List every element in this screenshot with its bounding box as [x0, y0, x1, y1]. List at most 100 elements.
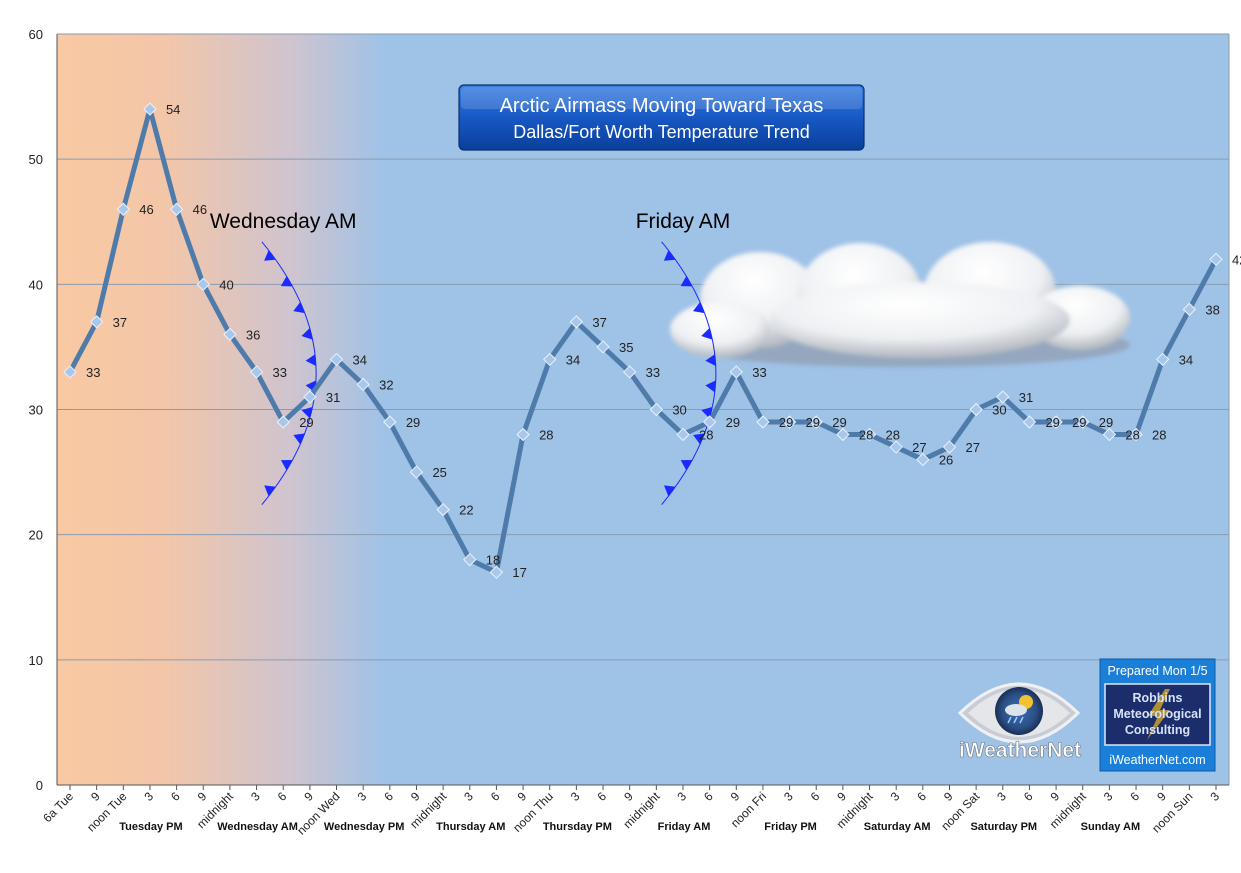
- temperature-data-label: 46: [193, 202, 207, 217]
- temperature-data-label: 30: [672, 403, 686, 418]
- period-label: Friday PM: [764, 821, 817, 833]
- temperature-marker: [676, 427, 690, 442]
- temperature-data-label: 27: [965, 440, 979, 455]
- x-tick-label: 9: [408, 789, 423, 804]
- chart-subtitle: Dallas/Fort Worth Temperature Trend: [513, 122, 809, 142]
- y-tick-label: 30: [29, 403, 43, 418]
- temperature-data-label: 54: [166, 102, 180, 117]
- iweathernet-logo: iWeatherNet: [957, 682, 1081, 762]
- x-tick-label: 3: [888, 789, 903, 804]
- x-axis-period-labels: Tuesday PM Wednesday AM Wednesday PM Thursd…: [119, 821, 1140, 833]
- temperature-data-labels: 33 37 46 54 46 40 36 33 29 31 34 32 29 25 22 18 17 28 34 37…: [86, 102, 1241, 580]
- x-tick-label: 3: [1207, 789, 1222, 804]
- temperature-marker: [89, 315, 104, 329]
- period-label: Saturday PM: [970, 821, 1037, 833]
- y-tick-label: 20: [29, 528, 43, 543]
- x-tick-label: 6: [381, 789, 396, 804]
- x-tick-label: 6: [808, 789, 823, 804]
- temperature-marker: [1182, 302, 1197, 317]
- x-axis-ticks: [69, 785, 1217, 790]
- x-tick-label: 6: [168, 789, 183, 804]
- temperature-marker: [836, 427, 850, 442]
- front-line: [661, 241, 717, 505]
- temperature-marker: [383, 415, 397, 429]
- front-triangle: [305, 354, 316, 367]
- temperature-data-label: 29: [832, 415, 846, 430]
- x-tick-label: 6: [275, 789, 290, 804]
- x-tick-label: 9: [301, 789, 316, 804]
- y-tick-label: 50: [29, 152, 43, 167]
- temperature-data-label: 34: [1179, 352, 1193, 367]
- cold-fronts: [261, 241, 717, 505]
- y-tick-label: 40: [29, 277, 43, 292]
- cloud-icon: [670, 242, 1130, 367]
- front-triangle: [693, 433, 705, 445]
- temperature-marker: [916, 452, 930, 467]
- front-triangle: [693, 301, 705, 314]
- temperature-data-label: 29: [806, 415, 820, 430]
- temperature-marker: [996, 390, 1010, 404]
- x-tick-label: 6a Tue: [40, 789, 76, 825]
- front-triangle: [293, 301, 305, 314]
- temperature-data-label: 38: [1205, 302, 1219, 317]
- temperature-marker: [649, 402, 664, 417]
- temperature-data-label: 18: [486, 553, 500, 568]
- x-tick-label: 6: [1128, 789, 1143, 804]
- wednesday-cold-front: [261, 241, 317, 505]
- temperature-data-label: 27: [912, 440, 926, 455]
- x-tick-label: 3: [781, 789, 796, 804]
- temperature-marker: [303, 390, 317, 404]
- temperature-data-label: 29: [406, 415, 420, 430]
- company-name-line2: Meteorological: [1113, 707, 1201, 721]
- temperature-data-label: 29: [1099, 415, 1113, 430]
- temperature-data-label: 17: [512, 565, 526, 580]
- temperature-marker: [1102, 427, 1117, 442]
- x-tick-label: 9: [515, 789, 530, 804]
- temperature-marker: [516, 427, 530, 442]
- temperature-data-label: 32: [379, 377, 393, 392]
- x-tick-label: 9: [728, 789, 743, 804]
- temperature-data-label: 29: [1072, 415, 1086, 430]
- temperature-data-label: 25: [432, 465, 446, 480]
- x-tick-label: 9: [1154, 789, 1169, 804]
- temperature-data-label: 31: [326, 390, 340, 405]
- x-tick-label: 3: [355, 789, 370, 804]
- x-tick-label: 9: [195, 789, 210, 804]
- temperature-data-label: 29: [1045, 415, 1059, 430]
- company-name-line1: Robbins: [1133, 691, 1183, 705]
- x-tick-label: 3: [461, 789, 476, 804]
- period-label: Wednesday PM: [324, 821, 405, 833]
- annotation-label: Friday AM: [636, 210, 731, 233]
- front-triangle: [705, 354, 716, 367]
- temperature-data-label: 34: [353, 352, 367, 367]
- temperature-data-label: 26: [939, 453, 953, 468]
- front-line: [261, 241, 317, 505]
- period-label: Sunday AM: [1081, 821, 1141, 833]
- front-triangle: [680, 275, 693, 287]
- temperature-marker: [1022, 415, 1037, 429]
- front-triangle: [264, 485, 276, 497]
- temperature-markers: [63, 102, 1223, 579]
- front-triangle: [705, 380, 716, 393]
- temperature-marker: [1076, 415, 1090, 429]
- x-tick-label: 9: [88, 789, 103, 804]
- front-triangle: [301, 406, 313, 419]
- temperature-marker: [436, 502, 450, 517]
- temperature-data-label: 31: [1019, 390, 1033, 405]
- x-tick-label: 3: [994, 789, 1009, 804]
- period-label: Friday AM: [658, 821, 711, 833]
- temperature-data-label: 29: [299, 415, 313, 430]
- temperature-data-label: 29: [779, 415, 793, 430]
- front-triangle: [701, 327, 713, 340]
- front-triangle: [663, 485, 676, 497]
- temperature-marker: [223, 327, 237, 342]
- temperature-marker: [276, 415, 290, 429]
- temperature-marker: [756, 415, 770, 429]
- x-tick-label: 9: [621, 789, 636, 804]
- y-tick-label: 60: [29, 27, 43, 42]
- temperature-data-label: 22: [459, 503, 473, 518]
- temperature-marker: [116, 202, 131, 216]
- front-triangle: [663, 250, 676, 261]
- front-triangle: [301, 327, 313, 340]
- x-tick-label: 6: [595, 789, 610, 804]
